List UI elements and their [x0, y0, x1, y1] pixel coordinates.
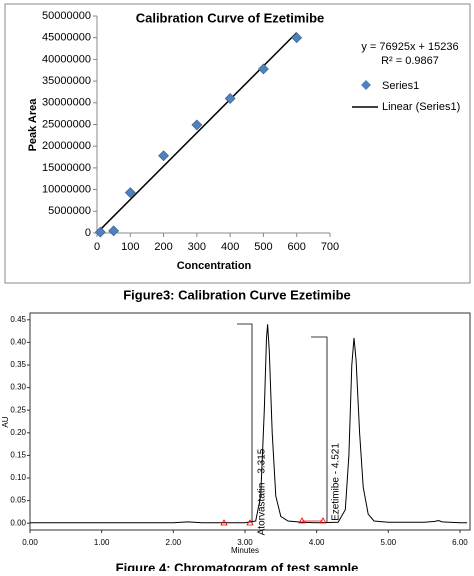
data-point — [258, 63, 269, 75]
y-tick-label: 10000000 — [42, 184, 91, 196]
x-tick-label: 6.00 — [452, 538, 468, 547]
caption: Figure 4: Chromatogram of test sample — [116, 560, 359, 571]
trend-equation: y = 76925x + 15236 — [361, 41, 458, 53]
chart-title: Calibration Curve of Ezetimibe — [136, 10, 325, 25]
y-tick-label: 0.20 — [10, 428, 26, 437]
peak-label: Ezetimibe - 4.521 — [331, 443, 342, 521]
legend-label: Series1 — [382, 80, 419, 92]
data-point — [191, 119, 203, 131]
peak-bracket — [311, 336, 328, 523]
y-tick-label: 0.45 — [10, 315, 26, 324]
x-tick-label: 1.00 — [94, 538, 110, 547]
chart-border — [4, 3, 471, 284]
x-tick-label: 0.00 — [22, 538, 38, 547]
y-axis-title: AU — [1, 416, 10, 427]
peak-bracket — [237, 323, 253, 523]
legend-marker — [361, 80, 371, 90]
integration-marker — [298, 517, 306, 524]
y-axis-title: Peak Area — [27, 98, 39, 152]
integration-marker — [220, 519, 228, 526]
x-tick-label: 2.00 — [166, 538, 182, 547]
x-axis-title: Minutes — [231, 546, 259, 555]
y-tick-label: 0.30 — [10, 383, 26, 392]
y-tick-label: 0.05 — [10, 496, 26, 505]
legend-label: Linear (Series1) — [382, 101, 460, 113]
chromatogram-line — [30, 324, 468, 524]
caption: Figure3: Calibration Curve Ezetimibe — [123, 287, 351, 302]
y-tick-label: 0.00 — [10, 518, 26, 527]
data-point — [94, 226, 106, 238]
integration-marker — [319, 517, 327, 524]
plot-frame — [29, 312, 471, 531]
integration-marker — [246, 519, 254, 526]
y-tick-label: 0.15 — [10, 451, 26, 460]
y-tick-label: 25000000 — [42, 118, 91, 130]
x-tick-label: 200 — [154, 241, 172, 253]
y-tick-label: 0.40 — [10, 337, 26, 346]
y-tick-label: 0.10 — [10, 473, 26, 482]
data-point — [291, 32, 303, 44]
y-tick-label: 45000000 — [42, 32, 91, 44]
x-tick-label: 5.00 — [381, 538, 397, 547]
x-tick-label: 100 — [121, 241, 139, 253]
x-tick-label: 4.00 — [309, 538, 325, 547]
y-tick-label: 0.25 — [10, 405, 26, 414]
y-tick-label: 0 — [85, 227, 91, 239]
data-point — [158, 150, 169, 162]
x-tick-label: 300 — [188, 241, 206, 253]
y-tick-label: 40000000 — [42, 53, 91, 65]
y-tick-label: 50000000 — [42, 10, 91, 22]
y-tick-label: 15000000 — [42, 162, 91, 174]
y-tick-label: 35000000 — [42, 75, 91, 87]
trend-r2: R² = 0.9867 — [381, 55, 439, 67]
data-point — [108, 225, 120, 237]
data-point — [224, 93, 236, 104]
y-tick-label: 30000000 — [42, 97, 91, 109]
x-tick-label: 500 — [254, 241, 272, 253]
y-tick-label: 5000000 — [48, 205, 91, 217]
y-tick-label: 0.35 — [10, 360, 26, 369]
x-tick-label: 400 — [221, 241, 239, 253]
data-point — [124, 187, 136, 199]
peak-label: Atorvastatin - 3.315 — [257, 448, 268, 535]
x-tick-label: 3.00 — [237, 538, 253, 547]
x-tick-label: 600 — [288, 241, 306, 253]
x-tick-label: 0 — [94, 241, 100, 253]
trendline — [96, 32, 298, 234]
x-tick-label: 700 — [321, 241, 339, 253]
y-tick-label: 20000000 — [42, 140, 91, 152]
x-axis-title: Concentration — [177, 260, 252, 272]
